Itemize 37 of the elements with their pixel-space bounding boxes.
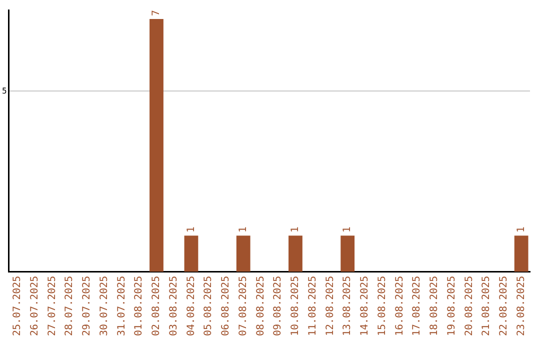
x-tick-label: 09.08.2025 <box>272 276 284 336</box>
data-label: 1 <box>238 226 249 233</box>
x-tick-label: 25.07.2025 <box>12 276 24 336</box>
x-tick-label: 12.08.2025 <box>324 276 336 336</box>
x-tick-label: 26.07.2025 <box>29 276 40 336</box>
x-tick-label: 03.08.2025 <box>168 276 180 336</box>
data-label: 1 <box>290 226 302 233</box>
x-tick-label: 19.08.2025 <box>446 276 458 336</box>
x-tick-label: 28.07.2025 <box>64 276 76 336</box>
x-tick-label: 08.08.2025 <box>255 276 266 336</box>
y-tick-label: 5 <box>2 86 7 96</box>
data-label: 7 <box>151 10 162 16</box>
x-tick-label: 11.08.2025 <box>307 276 318 336</box>
x-tick-label: 30.07.2025 <box>98 276 110 336</box>
x-tick-label: 14.08.2025 <box>360 276 371 336</box>
x-tick-label: 15.08.2025 <box>376 276 388 336</box>
x-tick-label: 29.07.2025 <box>82 276 93 336</box>
data-label: 1 <box>342 226 354 233</box>
x-tick-label: 02.08.2025 <box>151 276 162 336</box>
x-tick-label: 22.08.2025 <box>498 276 510 336</box>
x-tick-label: 27.07.2025 <box>46 276 58 336</box>
x-tick-label: 04.08.2025 <box>186 276 197 336</box>
x-tick-label: 06.08.2025 <box>220 276 232 336</box>
x-tick-label: 23.08.2025 <box>516 276 527 336</box>
x-tick-label: 16.08.2025 <box>394 276 406 336</box>
x-tick-label: 21.08.2025 <box>481 276 492 336</box>
x-tick-label: 05.08.2025 <box>203 276 214 336</box>
x-tick-label: 20.08.2025 <box>464 276 475 336</box>
x-tick-label: 07.08.2025 <box>238 276 249 336</box>
data-label: 1 <box>516 226 527 233</box>
x-tick-label: 01.08.2025 <box>134 276 145 336</box>
x-tick-label: 31.07.2025 <box>116 276 128 336</box>
data-label: 1 <box>186 226 197 233</box>
x-tick-label: 17.08.2025 <box>412 276 423 336</box>
x-tick-label: 18.08.2025 <box>429 276 440 336</box>
x-tick-label: 10.08.2025 <box>290 276 302 336</box>
x-tick-label: 13.08.2025 <box>342 276 354 336</box>
